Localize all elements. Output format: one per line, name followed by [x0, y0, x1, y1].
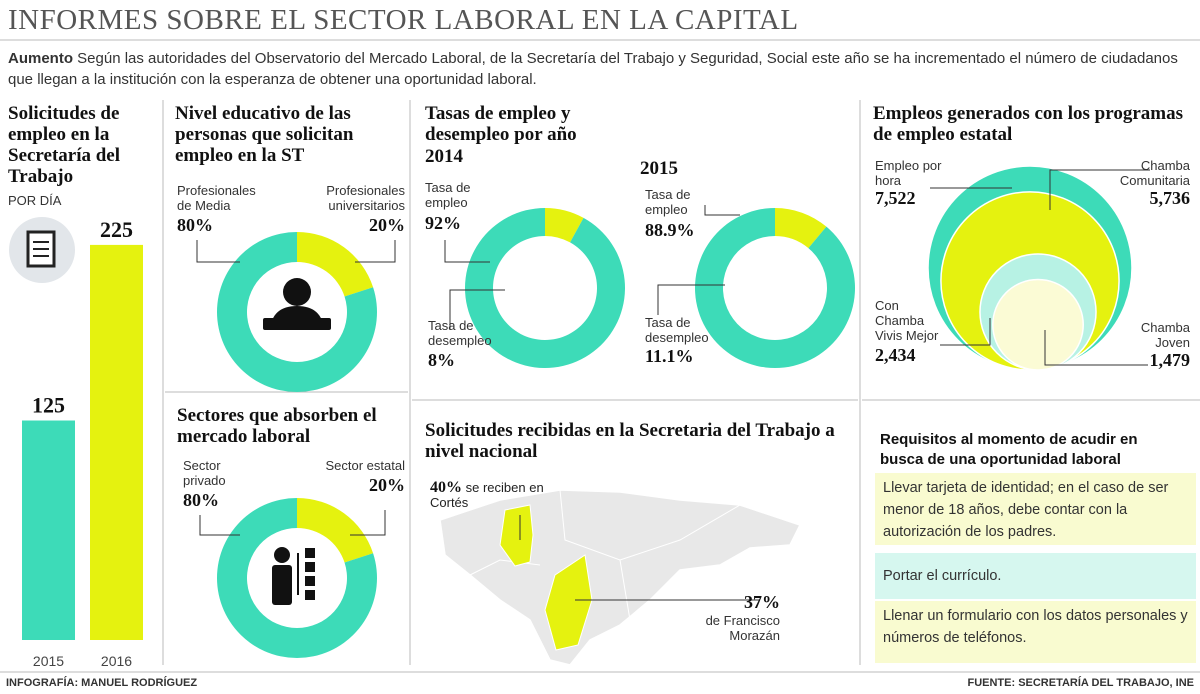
category-label: Sector estatal — [325, 458, 406, 473]
value-label: 20% — [369, 215, 405, 235]
credit: INFOGRAFÍA: MANUEL RODRÍGUEZ — [6, 677, 198, 689]
lead-label: Aumento — [8, 50, 73, 67]
person-icon — [263, 278, 331, 330]
category-label: Empleo por hora — [875, 158, 942, 188]
category-label: Profesionales de Media — [177, 183, 256, 213]
category-label: Chamba Joven — [1140, 320, 1190, 350]
chart-title: Tasas de empleo y desempleo por año — [425, 103, 577, 145]
donut-segment — [297, 232, 374, 297]
value-label: 225 — [100, 217, 133, 242]
value-label: 80% — [177, 215, 213, 235]
map-region — [544, 554, 593, 651]
chart-title: Sectores que absorben el mercado laboral — [177, 405, 377, 447]
chart-subtitle: POR DÍA — [8, 193, 62, 208]
document-icon — [9, 217, 75, 283]
value-label: 5,736 — [1149, 188, 1191, 208]
source: FUENTE: SECRETARÍA DEL TRABAJO, INE — [967, 677, 1194, 689]
donut-segment — [694, 208, 856, 369]
bar — [22, 420, 75, 640]
value-label: 40% — [430, 479, 462, 496]
donut-segment — [217, 232, 378, 392]
value-label: 92% — [425, 213, 461, 233]
category-label: Con Chamba Vivis Mejor — [875, 298, 939, 343]
lead: Aumento Según las autoridades del Observ… — [8, 48, 1188, 90]
chart-title: Solicitudes recibidas en la Secretaria d… — [425, 420, 835, 462]
category-label: Tasa de empleo — [425, 180, 471, 210]
icon-part — [263, 318, 331, 330]
icon-part — [305, 576, 315, 586]
icon-part — [274, 547, 290, 563]
chart-title: Empleos generados con los programas de e… — [873, 103, 1183, 145]
x-tick-label: 2016 — [101, 653, 132, 669]
chart-subtitle: 2015 — [640, 158, 678, 179]
icon-part — [272, 565, 292, 605]
icon-part — [283, 278, 311, 306]
category-label: Tasa de desempleo — [645, 315, 709, 345]
value-label: 37% — [744, 592, 780, 612]
chart-title: Solicitudes de empleo en la Secretaría d… — [8, 103, 121, 187]
page-title: INFORMES SOBRE EL SECTOR LABORAL EN LA C… — [8, 4, 799, 36]
value-label: 20% — [369, 475, 405, 495]
category-label: Chamba Comunitaria — [1119, 158, 1190, 188]
icon-part — [305, 590, 315, 600]
lead-text: Según las autoridades del Observatorio d… — [8, 50, 1178, 88]
category-label: Profesionales universitarios — [326, 183, 405, 213]
bubble — [992, 278, 1084, 371]
icon-part — [305, 562, 315, 572]
category-label: Tasa de desempleo — [428, 318, 492, 348]
category-label: Sector privado — [183, 458, 226, 488]
chart-subtitle: 2014 — [425, 146, 463, 167]
value-label: 7,522 — [875, 188, 916, 208]
value-label: 125 — [32, 393, 65, 418]
donut-segment — [297, 498, 374, 563]
leader-lines — [196, 169, 1150, 601]
donut-segment — [775, 208, 827, 249]
dividers — [0, 39, 1200, 673]
value-label: 2,434 — [875, 345, 916, 365]
donut-segment — [217, 498, 378, 659]
requirements-title: Requisitos al momento de acudir en busca… — [880, 431, 1138, 468]
bar — [90, 244, 143, 640]
chart-title: Nivel educativo de las personas que soli… — [175, 103, 354, 166]
x-tick-label: 2015 — [33, 653, 64, 669]
value-label: 88.9% — [645, 220, 695, 240]
donut-segment — [545, 208, 584, 243]
icon-part — [305, 548, 315, 558]
category-label: se reciben en Cortés — [430, 480, 544, 510]
value-label: 1,479 — [1149, 350, 1191, 370]
requirement: Llenar un formulario con los datos perso… — [875, 601, 1196, 663]
category-label: Tasa de empleo — [645, 187, 691, 217]
map-region — [499, 504, 534, 567]
value-label: 11.1% — [645, 346, 694, 366]
requirement: Llevar tarjeta de identidad; en el caso … — [875, 473, 1196, 545]
donut-segment — [465, 208, 625, 368]
requirement: Portar el currículo. — [875, 553, 1196, 599]
map-label: 40% se reciben en Cortés — [430, 479, 570, 511]
value-label: 8% — [428, 350, 455, 370]
org-icon — [272, 547, 315, 605]
category-label: de Francisco Morazán — [705, 613, 780, 643]
value-label: 80% — [183, 490, 219, 510]
